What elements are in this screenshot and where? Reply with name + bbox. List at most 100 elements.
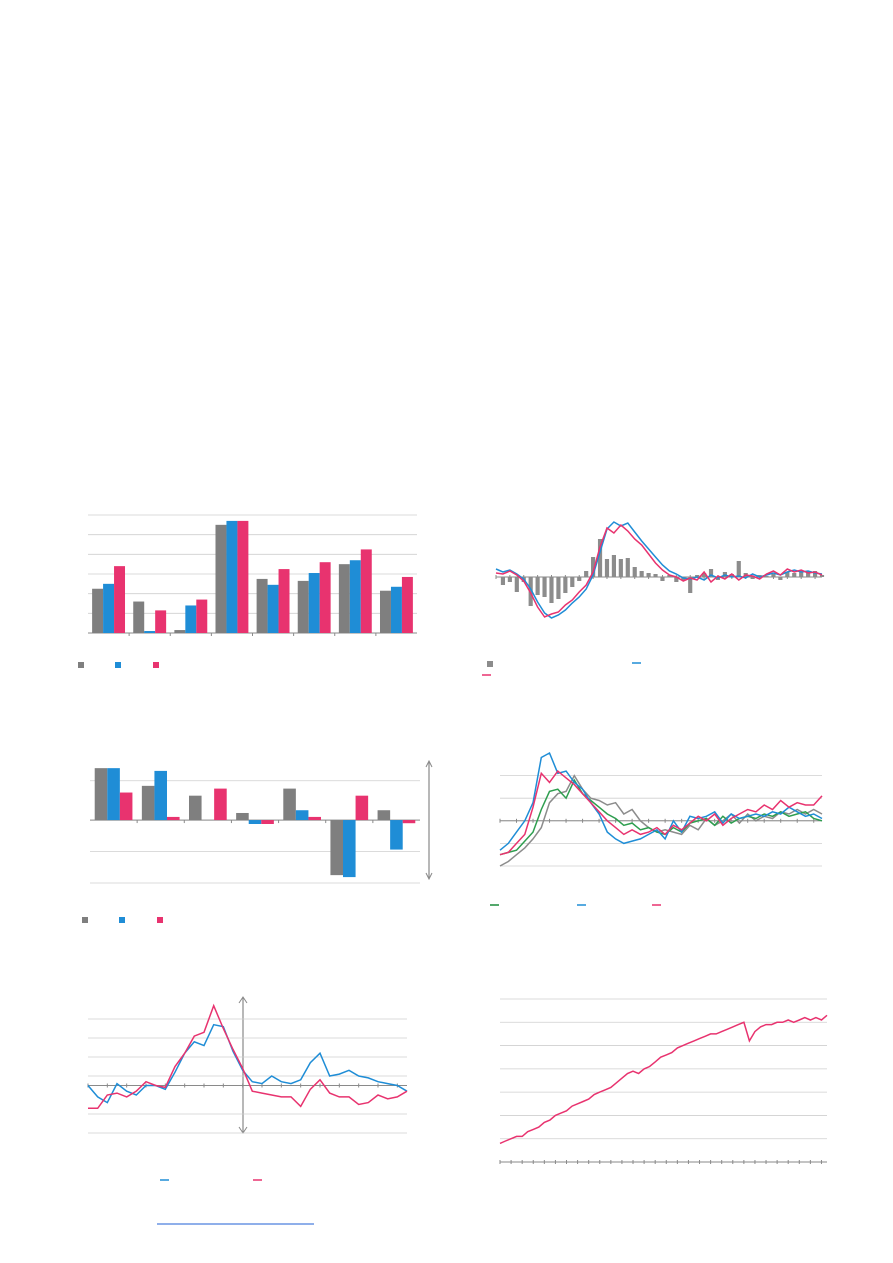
bar	[390, 820, 403, 850]
bar	[736, 561, 741, 577]
bar	[604, 559, 610, 577]
bar	[792, 573, 797, 577]
bar	[377, 810, 391, 821]
bar	[237, 520, 249, 633]
bar	[542, 577, 547, 597]
bar	[507, 577, 512, 582]
bar	[114, 566, 126, 633]
bar	[189, 795, 202, 821]
bar	[256, 578, 268, 633]
bar	[226, 520, 238, 633]
bar	[355, 795, 369, 821]
legend-swatch	[78, 662, 84, 668]
bar	[196, 599, 208, 633]
bar	[729, 574, 734, 577]
bar	[236, 812, 249, 821]
bar	[174, 630, 186, 633]
bar	[167, 816, 180, 821]
bar	[639, 571, 644, 577]
bar	[401, 576, 413, 633]
bar	[297, 580, 309, 633]
bar	[141, 785, 155, 821]
series-line	[499, 1014, 828, 1145]
bar	[308, 573, 320, 633]
bar	[563, 577, 568, 593]
bar	[799, 570, 804, 577]
bar	[702, 573, 707, 577]
bar	[577, 577, 582, 581]
bar	[500, 577, 506, 585]
bar	[360, 549, 372, 633]
bar	[402, 820, 416, 824]
bar	[667, 575, 672, 577]
bar	[155, 610, 167, 633]
bar	[379, 590, 391, 633]
bar	[778, 577, 783, 580]
bar	[618, 559, 623, 577]
legend-swatch	[115, 662, 121, 668]
bar	[632, 567, 637, 577]
bar	[107, 768, 120, 821]
bar	[103, 583, 115, 633]
bar	[708, 569, 714, 577]
bar	[556, 577, 561, 599]
series-line	[495, 521, 823, 619]
bar	[819, 575, 825, 577]
bar	[757, 575, 762, 577]
bar	[549, 577, 554, 603]
bar	[771, 574, 776, 577]
bar	[674, 577, 679, 582]
legend-swatch	[487, 661, 493, 667]
bar	[695, 575, 700, 577]
bar	[144, 631, 156, 633]
bar	[785, 572, 790, 577]
bar	[154, 770, 167, 821]
bar	[214, 788, 227, 821]
bar	[349, 560, 361, 633]
bar	[806, 571, 811, 577]
legend-swatch	[119, 917, 125, 923]
series-line	[499, 770, 823, 856]
bar	[688, 577, 693, 593]
legend-swatch	[153, 662, 159, 668]
bar	[812, 571, 818, 577]
bar	[514, 577, 519, 592]
bar	[591, 557, 596, 577]
legend-swatch	[82, 917, 88, 923]
bar	[625, 558, 630, 577]
bar	[390, 586, 402, 633]
bar	[611, 555, 616, 577]
bar	[278, 569, 290, 633]
bar	[338, 564, 350, 633]
bar	[653, 574, 658, 577]
series-line	[499, 751, 823, 851]
bar	[343, 820, 356, 878]
bar	[319, 562, 331, 633]
bar	[185, 605, 197, 633]
bar	[646, 573, 651, 577]
bar	[283, 788, 296, 821]
bar	[764, 576, 769, 577]
bar	[248, 820, 262, 824]
bar	[535, 577, 540, 595]
bar	[133, 601, 145, 633]
series-line	[88, 1003, 408, 1110]
bar	[570, 577, 575, 587]
bar	[750, 577, 755, 579]
legend-swatch	[157, 917, 163, 923]
bar	[119, 792, 133, 821]
bar	[261, 820, 274, 824]
bar	[92, 588, 104, 633]
bar	[267, 584, 279, 633]
series-line	[495, 523, 823, 618]
bar	[597, 539, 603, 577]
bar	[308, 816, 321, 821]
bar	[584, 571, 589, 577]
bar	[94, 768, 108, 821]
series-line	[87, 1023, 408, 1104]
bar	[215, 524, 227, 633]
bar	[660, 577, 665, 581]
bar	[295, 810, 309, 821]
bar	[330, 820, 343, 876]
